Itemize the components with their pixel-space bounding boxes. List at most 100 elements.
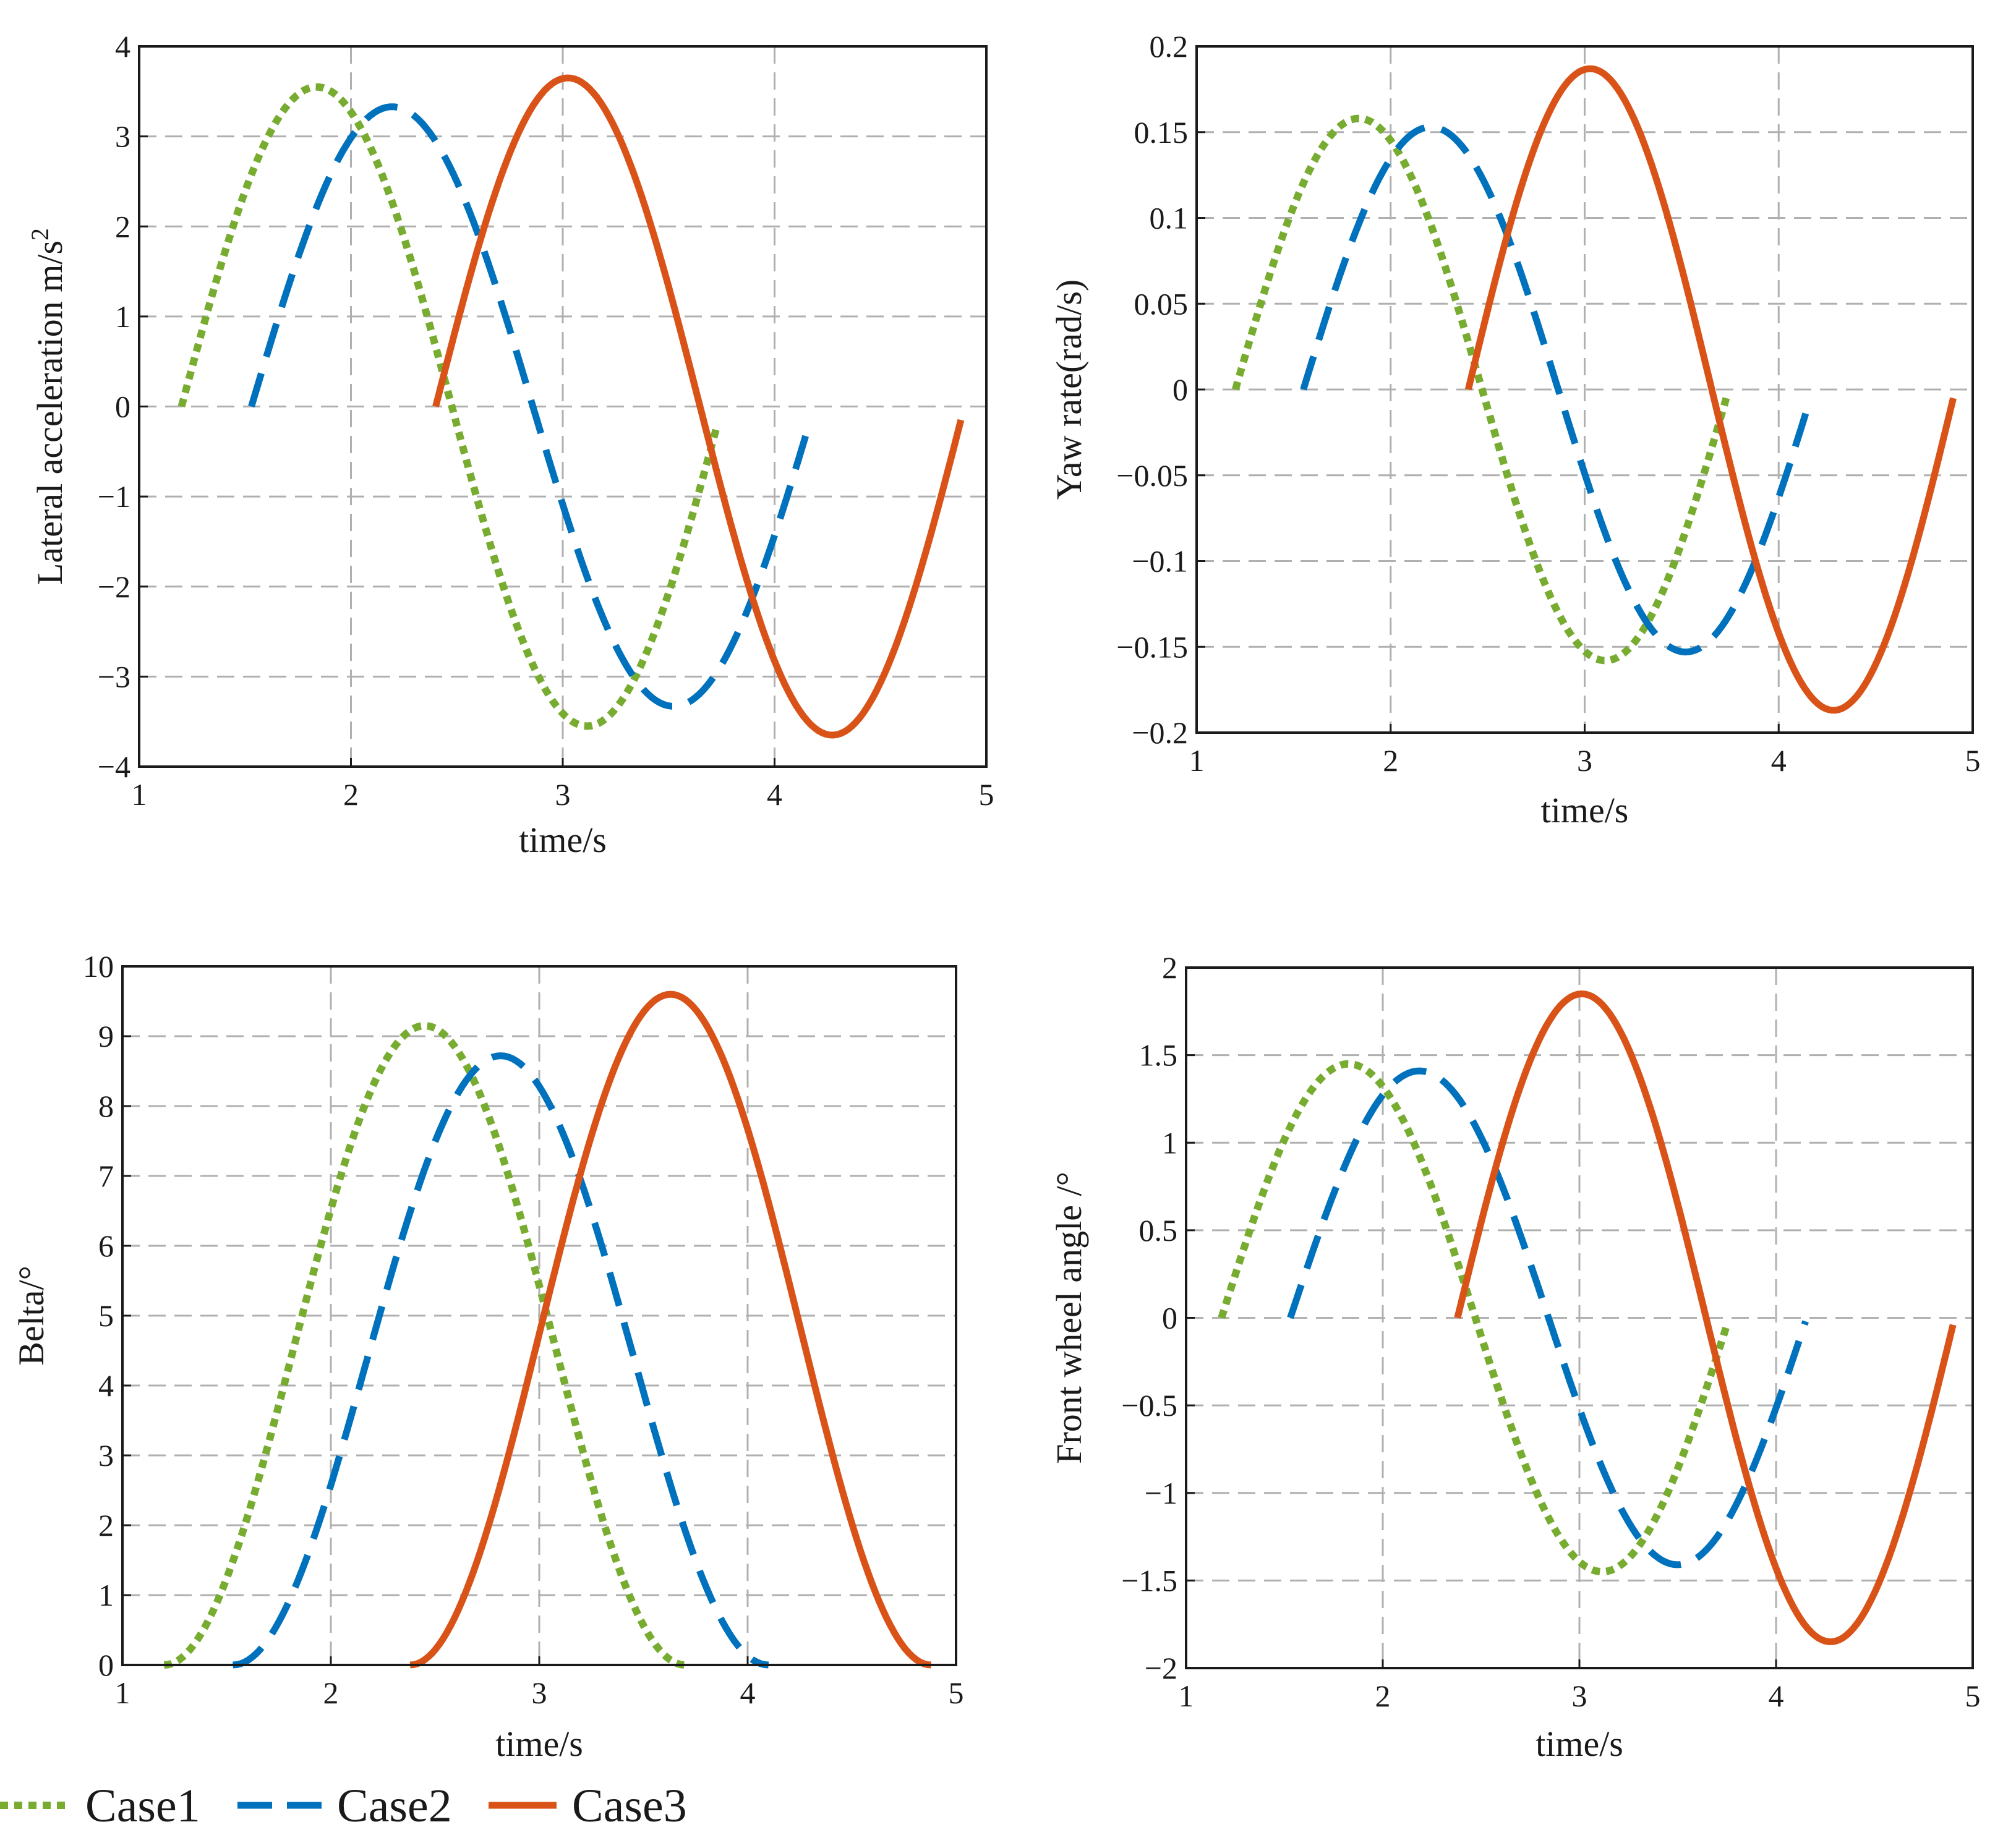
y-tick-label: 0 [98,1648,114,1682]
y-tick-label: 4 [98,1368,114,1403]
legend-label-case2: Case2 [337,1780,452,1832]
grid [1186,968,1973,1668]
y-tick-label: 0 [1172,372,1188,407]
x-tick-label: 5 [979,777,994,812]
x-tick-labels: 1 2 3 4 5 [115,1656,964,1710]
y-tick-label: −2 [98,569,130,604]
y-axis-label: Lateral acceleration m/s2 [26,228,70,585]
y-axis-label: Belta/° [11,1266,51,1366]
y-tick-label: 1 [115,299,130,334]
y-tick-label: 3 [115,119,130,154]
x-tick-label: 1 [115,1675,130,1710]
front-wheel-angle-chart: 1 2 3 4 5 −2 −1.5 −1 −0.5 0 0.5 1 1.5 2 time/s Front… [1049,950,1981,1764]
y-tick-label: 8 [98,1089,114,1123]
x-tick-label: 1 [1189,743,1205,778]
legend: Case1 Case2 Case3 [0,1780,687,1832]
series-line-case1 [177,83,721,730]
series-layer [177,74,965,739]
x-axis-label: time/s [1541,790,1629,830]
series-layer [163,990,932,1669]
x-tick-label: 2 [1375,1679,1391,1713]
y-tick-label: 7 [98,1159,114,1193]
y-tick-label: 0 [1162,1301,1177,1335]
y-tick-label: −0.15 [1116,629,1188,664]
x-tick-label: 4 [1771,743,1787,778]
y-tick-label: 10 [83,949,114,984]
series-line-case3 [432,74,965,739]
series-line-case2 [1300,123,1811,656]
y-tick-labels: −4 −3 −2 −1 0 1 2 3 4 [98,29,148,784]
y-tick-label: 0.5 [1139,1213,1178,1248]
x-tick-label: 2 [1383,743,1398,778]
y-tick-label: −4 [98,749,130,784]
y-tick-label: 2 [98,1508,114,1543]
x-axis-label: time/s [495,1724,583,1764]
y-tick-label: 4 [115,29,130,64]
y-tick-label: 6 [98,1228,114,1263]
y-tick-label: 2 [115,209,130,244]
y-tick-labels: −0.2 −0.15 −0.1 −0.05 0 0.05 0.1 0.15 0.2 [1116,29,1205,750]
y-tick-label: 0.05 [1134,286,1189,321]
legend-label-case1: Case1 [85,1780,200,1832]
series-line-case1 [1218,1060,1731,1576]
y-tick-label: 3 [98,1438,114,1473]
series-line-case3 [1454,990,1957,1645]
x-tick-label: 3 [555,777,571,812]
x-tick-label: 3 [1572,1679,1587,1713]
y-tick-label: 1.5 [1139,1038,1178,1073]
grid [1197,46,1973,733]
y-tick-labels: 0 1 2 3 4 5 6 7 8 9 10 [83,949,131,1682]
y-axis-label-text: Lateral acceleration m/s [30,241,70,585]
x-tick-label: 3 [1577,743,1592,778]
y-tick-label: 0.2 [1150,29,1189,64]
y-tick-label: 9 [98,1019,114,1054]
y-axis-label: Yaw rate(rad/s) [1049,279,1089,500]
x-tick-label: 4 [767,777,782,812]
lateral-acceleration-chart: 1 2 3 4 5 −4 −3 −2 −1 0 1 2 3 4 time/s Lateral accel… [26,29,994,860]
series-line-case2 [233,1052,769,1669]
y-tick-labels: −2 −1.5 −1 −0.5 0 0.5 1 1.5 2 [1121,950,1195,1685]
series-layer [1218,990,1957,1645]
series-line-case3 [409,990,932,1669]
series-line-case1 [163,1021,686,1669]
x-tick-label: 3 [532,1675,547,1710]
x-axis-label: time/s [1535,1724,1623,1764]
legend-label-case3: Case3 [572,1780,687,1832]
y-tick-label: −0.2 [1132,715,1188,750]
x-tick-label: 2 [343,777,359,812]
y-tick-label: 0.1 [1150,201,1189,236]
x-tick-labels: 1 2 3 4 5 [1179,1659,1981,1713]
x-tick-label: 1 [1179,1679,1194,1713]
y-tick-label: −1 [98,479,130,514]
y-axis-label-superscript: 2 [26,228,54,241]
y-axis-label: Front wheel angle /° [1049,1172,1089,1464]
x-tick-label: 5 [1965,743,1981,778]
y-tick-label: −2 [1145,1651,1177,1685]
y-tick-label: 2 [1162,950,1177,985]
y-tick-label: −3 [98,659,130,694]
grid [139,46,986,767]
y-tick-label: −1 [1145,1476,1177,1510]
x-tick-label: 5 [1965,1679,1981,1713]
series-line-case2 [248,103,810,710]
y-tick-label: −0.1 [1132,544,1188,579]
x-axis-label: time/s [519,820,607,860]
y-tick-label: 0 [115,390,130,424]
series-layer [1232,65,1957,714]
y-tick-label: 1 [98,1578,114,1612]
x-tick-label: 4 [1769,1679,1784,1713]
x-tick-labels: 1 2 3 4 5 [132,758,994,812]
y-tick-label: −1.5 [1121,1563,1177,1598]
y-tick-label: 0.15 [1134,115,1189,150]
y-tick-label: 1 [1162,1125,1177,1160]
x-tick-label: 4 [740,1675,756,1710]
y-tick-label: −0.5 [1121,1388,1177,1423]
x-tick-labels: 1 2 3 4 5 [1189,724,1981,778]
x-tick-label: 5 [949,1675,964,1710]
series-line-case2 [1287,1067,1809,1569]
x-tick-label: 1 [132,777,147,812]
series-line-case3 [1464,65,1957,714]
